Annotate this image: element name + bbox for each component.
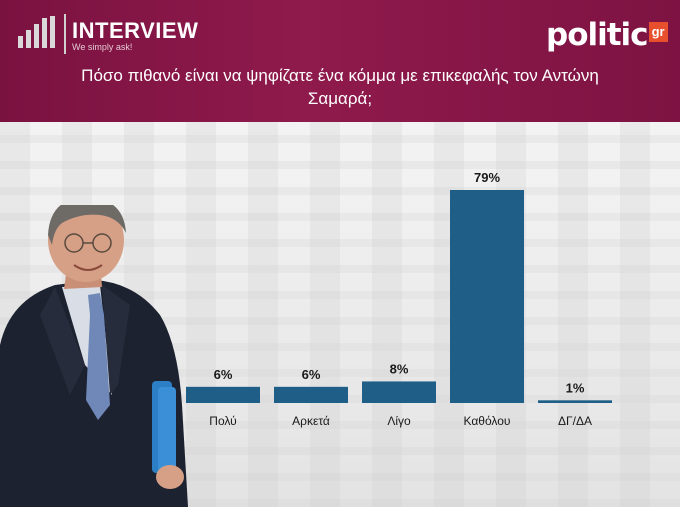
value-label-1: 6%	[214, 367, 233, 382]
category-label-3: Λίγο	[387, 414, 411, 428]
category-label-5: ΔΓ/ΔΑ	[558, 414, 592, 428]
politician-photo	[0, 205, 188, 507]
interview-logo-icon	[18, 16, 58, 48]
value-label-5: 1%	[566, 380, 585, 395]
bar-5	[538, 400, 612, 403]
header-banner: INTERVIEW We simply ask! politic gr Πόσο…	[0, 0, 680, 122]
survey-question: Πόσο πιθανό είναι να ψηφίζατε ένα κόμμα …	[81, 66, 599, 108]
brand-tagline: We simply ask!	[72, 42, 133, 52]
bar-4	[450, 190, 524, 403]
category-label-4: Καθόλου	[464, 414, 511, 428]
bar-2	[274, 386, 348, 403]
value-label-2: 6%	[302, 367, 321, 382]
politic-logo-suffix: gr	[648, 22, 668, 42]
politic-logo-word: politic	[546, 17, 649, 53]
bar-3	[362, 381, 436, 403]
logo-divider	[64, 14, 66, 54]
value-label-3: 8%	[390, 361, 409, 376]
politic-logo: politic gr	[546, 16, 668, 54]
value-label-4: 79%	[474, 170, 500, 185]
bar-1	[186, 386, 260, 403]
category-label-2: Αρκετά	[292, 414, 330, 428]
bar-chart: 6% Πολύ 6% Αρκετά 8% Λίγο 79% Καθόλου 1% ΔΓ/ΔΑ	[186, 170, 612, 428]
brand-title: INTERVIEW	[72, 18, 199, 43]
category-label-1: Πολύ	[209, 414, 236, 428]
